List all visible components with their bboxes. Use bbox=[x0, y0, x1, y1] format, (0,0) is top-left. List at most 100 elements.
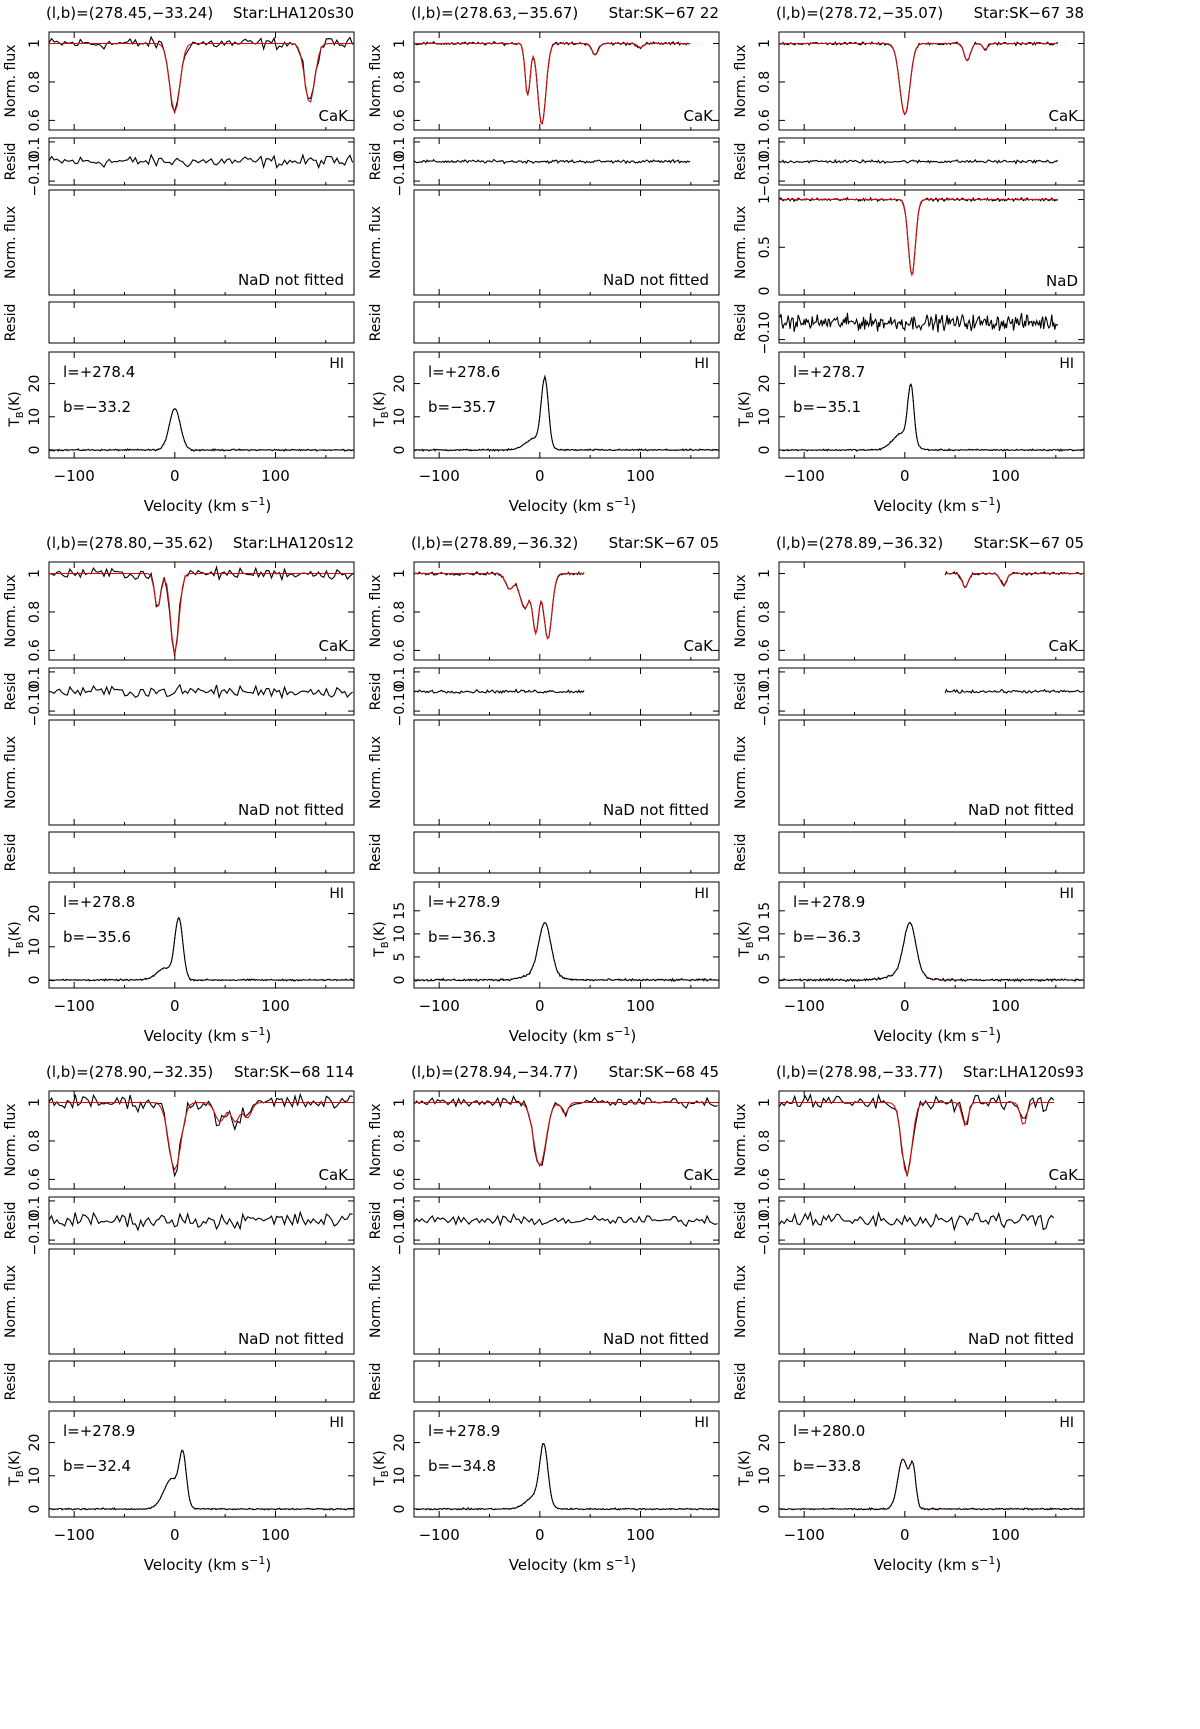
cak-spectrum bbox=[778, 41, 1059, 115]
panel-coordinates: (l,b)=(278.72,−35.07) bbox=[776, 4, 943, 22]
cak-ytick-label: 0.6 bbox=[392, 639, 408, 661]
resid-ylabel: Resid bbox=[733, 1202, 749, 1240]
cak-ytick-label: 0.8 bbox=[27, 1130, 43, 1152]
nad-resid-axes bbox=[413, 1360, 720, 1403]
panel-2: (l,b)=(278.63,−35.67) Star:SK−67 22 0.6 0.8… bbox=[368, 4, 720, 515]
hi-ytick-label: 5 bbox=[757, 952, 773, 961]
nad-axes bbox=[413, 1248, 720, 1355]
hi-tag: HI bbox=[694, 1415, 709, 1431]
resid-ytick-label: −0.10 bbox=[392, 1213, 408, 1256]
x-tick-label: −100 bbox=[419, 1526, 460, 1544]
panel-4: (l,b)=(278.80,−35.62) Star:LHA120s12 0.6 0.… bbox=[3, 534, 355, 1045]
hi-latitude-label: b=−36.3 bbox=[793, 928, 861, 946]
hi-tag: HI bbox=[1059, 1415, 1074, 1431]
hi-spectrum bbox=[48, 1449, 355, 1511]
nad-resid-axes bbox=[413, 831, 720, 874]
hi-axes bbox=[48, 1410, 355, 1518]
resid-ytick-label: −0.10 bbox=[27, 154, 43, 197]
nad-resid-axes bbox=[48, 831, 355, 874]
cak-residuals bbox=[944, 688, 1084, 694]
hi-tag: HI bbox=[329, 1415, 344, 1431]
x-tick-label: −100 bbox=[419, 997, 460, 1015]
hi-latitude-label: b=−35.1 bbox=[793, 398, 861, 416]
panel-coordinates: (l,b)=(278.63,−35.67) bbox=[411, 4, 578, 22]
nad-ylabel: Norm. flux bbox=[3, 736, 19, 809]
cak-spectrum bbox=[48, 35, 354, 114]
x-tick-label: 0 bbox=[900, 467, 910, 485]
cak-ytick-label: 0.6 bbox=[27, 639, 43, 661]
nad-axes bbox=[413, 719, 720, 826]
panel-coordinates: (l,b)=(278.89,−36.32) bbox=[776, 534, 943, 552]
nad-resid-ylabel: Resid bbox=[733, 1363, 749, 1401]
cak-fit bbox=[49, 42, 353, 115]
x-axis-label: Velocity (km s−1) bbox=[509, 1554, 636, 1574]
hi-ytick-label: 20 bbox=[27, 375, 43, 393]
nad-resid-ylabel: Resid bbox=[733, 834, 749, 872]
nad-resid-ylabel: Resid bbox=[368, 1363, 384, 1401]
nad-resid-ylabel: Resid bbox=[368, 304, 384, 342]
hi-latitude-label: b=−33.8 bbox=[793, 1457, 861, 1475]
hi-axes bbox=[48, 881, 355, 989]
nad-ylabel: Norm. flux bbox=[368, 1265, 384, 1338]
cak-tag: CaK bbox=[683, 1166, 714, 1184]
hi-latitude-label: b=−35.7 bbox=[428, 398, 496, 416]
hi-tag: HI bbox=[329, 886, 344, 902]
cak-axes bbox=[48, 1090, 355, 1190]
hi-spectrum bbox=[778, 383, 1085, 452]
hi-ytick-label: 0 bbox=[392, 1505, 408, 1514]
resid-ytick-label: −0.10 bbox=[757, 312, 773, 355]
resid-ylabel: Resid bbox=[733, 673, 749, 711]
hi-spectrum bbox=[778, 921, 1085, 983]
x-tick-label: −100 bbox=[54, 997, 95, 1015]
panel-star-name: Star:LHA120s30 bbox=[233, 4, 354, 22]
panel-5: (l,b)=(278.89,−36.32) Star:SK−67 05 0.6 0.8… bbox=[368, 534, 720, 1045]
nad-axes bbox=[778, 719, 1085, 826]
panel-coordinates: (l,b)=(278.94,−34.77) bbox=[411, 1063, 578, 1081]
hi-longitude-label: l=+278.6 bbox=[428, 363, 500, 381]
resid-ytick-label: −0.10 bbox=[392, 154, 408, 197]
hi-axes bbox=[413, 1410, 720, 1518]
nad-tag: NaD bbox=[1046, 272, 1078, 290]
cak-ytick-label: 0.8 bbox=[392, 71, 408, 93]
resid-ytick-label: 0.1 bbox=[392, 1196, 408, 1218]
cak-ytick-label: 0.8 bbox=[27, 601, 43, 623]
cak-ytick-label: 0.8 bbox=[392, 1130, 408, 1152]
hi-ytick-label: 10 bbox=[757, 925, 773, 943]
nad-ylabel: Norm. flux bbox=[733, 736, 749, 809]
cak-tag: CaK bbox=[1048, 637, 1079, 655]
nad-ylabel: Norm. flux bbox=[733, 206, 749, 279]
panel-9: (l,b)=(278.98,−33.77) Star:LHA120s93 0.6 0.… bbox=[733, 1063, 1085, 1574]
cak-fit bbox=[49, 1101, 353, 1172]
x-tick-label: 100 bbox=[261, 997, 290, 1015]
hi-ytick-label: 0 bbox=[392, 976, 408, 985]
cak-ytick-label: 1 bbox=[757, 1098, 773, 1107]
resid-ylabel: Resid bbox=[368, 143, 384, 181]
nad-not-fitted-label: NaD not fitted bbox=[238, 271, 344, 289]
cak-spectrum bbox=[778, 1092, 1055, 1177]
nad-resid-ylabel: Resid bbox=[733, 304, 749, 342]
x-tick-label: 100 bbox=[991, 1526, 1020, 1544]
x-tick-label: 0 bbox=[170, 1526, 180, 1544]
cak-axes bbox=[778, 561, 1085, 661]
hi-latitude-label: b=−32.4 bbox=[63, 1457, 131, 1475]
nad-ylabel: Norm. flux bbox=[733, 1265, 749, 1338]
cak-ytick-label: 0.6 bbox=[757, 639, 773, 661]
x-tick-label: 0 bbox=[900, 1526, 910, 1544]
cak-resid-axes bbox=[413, 137, 720, 186]
cak-fit bbox=[779, 42, 1058, 116]
resid-ytick-label: −0.10 bbox=[27, 684, 43, 727]
cak-fit bbox=[414, 1101, 718, 1168]
nad-resid-ylabel: Resid bbox=[3, 1363, 19, 1401]
nad-ytick-label: 0.5 bbox=[757, 236, 773, 258]
hi-axes bbox=[413, 351, 720, 459]
hi-longitude-label: l=+278.9 bbox=[793, 893, 865, 911]
cak-axes bbox=[413, 561, 720, 661]
nad-fit bbox=[779, 198, 1058, 277]
cak-ytick-label: 0.8 bbox=[757, 601, 773, 623]
cak-resid-axes bbox=[48, 137, 355, 186]
cak-tag: CaK bbox=[683, 637, 714, 655]
panel-8: (l,b)=(278.94,−34.77) Star:SK−68 45 0.6 0.8… bbox=[368, 1063, 720, 1574]
panel-star-name: Star:SK−68 114 bbox=[234, 1063, 354, 1081]
nad-axes bbox=[48, 1248, 355, 1355]
cak-fit bbox=[414, 42, 691, 126]
